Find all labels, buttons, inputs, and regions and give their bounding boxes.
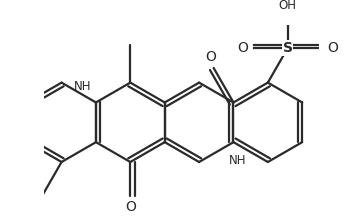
- Text: O: O: [125, 200, 136, 214]
- Text: NH: NH: [73, 80, 91, 93]
- Text: OH: OH: [279, 0, 297, 12]
- Text: S: S: [283, 41, 293, 55]
- Text: NH: NH: [229, 154, 246, 167]
- Text: O: O: [205, 50, 216, 64]
- Text: O: O: [237, 41, 248, 55]
- Text: O: O: [328, 41, 339, 55]
